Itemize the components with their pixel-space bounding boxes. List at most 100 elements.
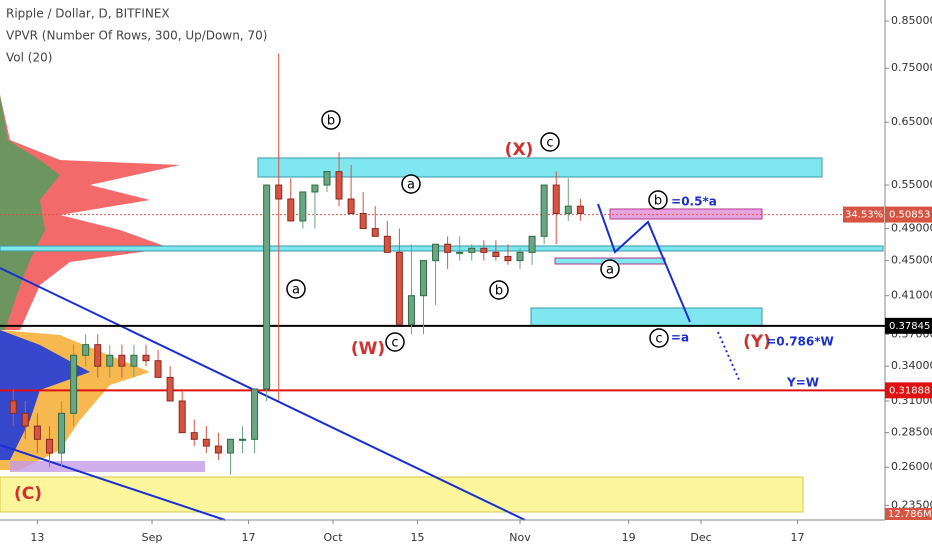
x-tick-label: Sep — [142, 531, 163, 544]
volume-label: 12.786M — [888, 509, 932, 520]
candle-body — [45, 438, 53, 454]
candle-body — [106, 354, 114, 367]
indicator-label: Vol (20) — [6, 51, 52, 65]
candle-body — [492, 251, 500, 257]
y-tick-label: 0.28500 — [891, 426, 932, 439]
wave-label: (C) — [14, 484, 42, 504]
candle-body — [371, 228, 379, 237]
y-tick-label: 0.55000 — [891, 178, 932, 191]
x-tick-label: 15 — [410, 531, 424, 544]
wave-label: b — [495, 284, 503, 299]
y-tick-label: 0.45000 — [891, 254, 932, 267]
wave-label: (X) — [505, 140, 534, 160]
price-tag — [885, 317, 932, 334]
zone — [257, 157, 823, 178]
candle-body — [576, 205, 584, 214]
candle-body — [58, 412, 66, 454]
y-tick-label: 0.26000 — [891, 460, 932, 473]
zone — [10, 461, 205, 472]
zone — [609, 208, 763, 220]
wave-label: c — [546, 136, 553, 151]
candle-body — [564, 205, 572, 214]
chart-title: Ripple / Dollar, D, BITFINEX — [6, 7, 170, 21]
wave-circle — [600, 259, 620, 279]
y-tick-label: 0.65000 — [891, 115, 932, 128]
trend-line — [0, 444, 226, 521]
wave-label: a — [407, 178, 415, 193]
candle-body — [504, 255, 512, 262]
projection-arrow — [597, 203, 691, 323]
candle-body — [70, 354, 78, 414]
candle-body — [407, 295, 415, 325]
wave-label: b — [654, 194, 662, 209]
x-tick-label: Nov — [509, 531, 531, 544]
wave-label: (Y) — [743, 332, 771, 352]
change-tag — [843, 206, 884, 223]
wave-label: c — [655, 332, 662, 347]
x-tick-label: Oct — [323, 531, 343, 544]
zone — [530, 307, 763, 327]
candle-body — [226, 438, 234, 454]
wave-circle — [321, 110, 341, 130]
candle-body — [444, 243, 452, 253]
x-tick-label: 19 — [622, 531, 636, 544]
candle-body — [154, 360, 162, 378]
candle-body — [540, 184, 548, 237]
price-tag-label: 0.50853 — [889, 210, 930, 221]
price-tag-label: 0.31888 — [889, 385, 930, 396]
candle-body — [552, 184, 560, 214]
candle-body — [287, 198, 295, 222]
wave-label: =0.5*a — [671, 195, 717, 209]
candle-body — [82, 344, 90, 356]
candle-body — [21, 412, 29, 427]
volume-profile — [0, 95, 180, 330]
candle-body — [359, 212, 367, 230]
wave-circle — [649, 328, 669, 348]
projection-arrow — [717, 331, 741, 383]
wave-circle — [286, 279, 306, 299]
wave-label: =0.786*W — [766, 335, 834, 349]
wave-label: a — [292, 283, 300, 298]
x-tick-label: 17 — [242, 531, 256, 544]
candle-body — [275, 184, 283, 200]
candle-body — [33, 425, 41, 440]
x-tick-label: Dec — [690, 531, 711, 544]
volume-tag — [885, 508, 932, 520]
candle-body — [480, 247, 488, 253]
wave-circle — [489, 280, 509, 300]
candle-body — [299, 191, 307, 222]
price-tag-label: 0.37845 — [889, 321, 930, 332]
candle-body — [202, 438, 210, 447]
candle-body — [239, 438, 247, 441]
candle-body — [118, 354, 126, 367]
wave-circle — [540, 132, 560, 152]
indicator-label: VPVR (Number Of Rows, 300, Up/Down, 70) — [6, 29, 267, 43]
wave-circle — [401, 174, 421, 194]
candle-body — [142, 354, 150, 362]
wave-circle — [385, 332, 405, 352]
candle-body — [335, 171, 343, 200]
candle-body — [432, 243, 440, 262]
y-tick-label: 0.41000 — [891, 289, 932, 302]
price-tag — [885, 206, 932, 223]
candle-body — [383, 235, 391, 253]
y-tick-label: 0.34000 — [891, 359, 932, 372]
candle-body — [528, 235, 536, 253]
y-tick-label: 0.85000 — [891, 14, 932, 27]
wave-label: Y=W — [786, 376, 819, 390]
y-tick-label: 0.75000 — [891, 61, 932, 74]
wave-label: (W) — [351, 339, 385, 359]
candle-body — [311, 184, 319, 193]
y-tick-label: 0.49000 — [891, 222, 932, 235]
candle-body — [516, 251, 524, 262]
candle-body — [178, 400, 186, 434]
wave-label: c — [391, 336, 398, 351]
wave-label: a — [606, 263, 614, 278]
x-tick-label: 13 — [30, 531, 44, 544]
x-tick-label: 17 — [791, 531, 805, 544]
wave-circle — [648, 190, 668, 210]
candle-body — [263, 184, 271, 390]
candle-body — [347, 198, 355, 214]
